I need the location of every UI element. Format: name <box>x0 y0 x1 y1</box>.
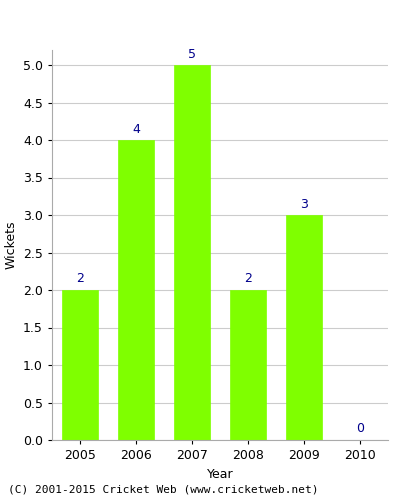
Text: 2: 2 <box>244 272 252 285</box>
Bar <box>62 290 98 440</box>
Text: 2: 2 <box>76 272 84 285</box>
Bar <box>230 290 266 440</box>
Y-axis label: Wickets: Wickets <box>4 221 18 269</box>
Text: 5: 5 <box>188 48 196 60</box>
Bar <box>118 140 154 440</box>
Bar <box>174 65 210 440</box>
Text: 4: 4 <box>132 122 140 136</box>
X-axis label: Year: Year <box>207 468 233 480</box>
Text: (C) 2001-2015 Cricket Web (www.cricketweb.net): (C) 2001-2015 Cricket Web (www.cricketwe… <box>8 485 318 495</box>
Text: 3: 3 <box>300 198 308 210</box>
Text: 0: 0 <box>356 422 364 436</box>
Bar <box>286 215 322 440</box>
